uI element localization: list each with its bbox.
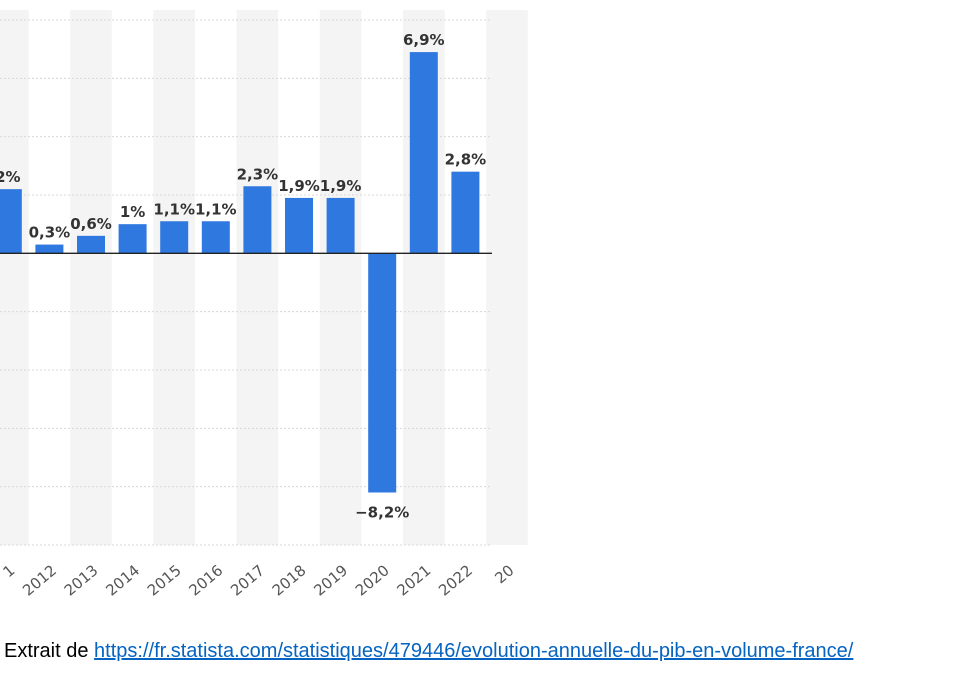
data-label-2014: 1%: [120, 203, 145, 221]
tick-label-2018: 2018: [269, 561, 310, 599]
bar-2014: [118, 224, 147, 254]
band-2011: [0, 10, 29, 545]
band-2023: [486, 10, 528, 545]
category-bands: [0, 10, 528, 545]
band-2017: [236, 10, 279, 545]
data-label-2021: 6,9%: [403, 31, 445, 49]
bar-2015: [160, 221, 189, 254]
data-label-2019: 1,9%: [320, 177, 362, 195]
bar-2019: [326, 197, 355, 254]
data-label-2017: 2,3%: [237, 165, 279, 183]
bar-2020: [368, 253, 397, 493]
bar-2018: [285, 197, 313, 254]
band-2013: [70, 10, 112, 545]
bar-2017: [243, 186, 272, 254]
data-label-2016: 1,1%: [195, 200, 237, 218]
tick-label-2021: 2021: [394, 561, 435, 599]
bar-2021: [409, 52, 438, 254]
source-link[interactable]: https://fr.statista.com/statistiques/479…: [94, 640, 854, 662]
tick-label-2011: 1: [0, 561, 18, 581]
tick-label-2020: 2020: [352, 561, 393, 599]
band-2019: [319, 10, 362, 545]
tick-label-2017: 2017: [227, 561, 268, 599]
bar-2012: [35, 244, 64, 254]
source-caption: Extrait de https://fr.statista.com/stati…: [4, 640, 853, 663]
bar-2011: [0, 189, 22, 254]
data-label-2013: 0,6%: [70, 215, 112, 233]
data-label-2011: 2%: [0, 168, 21, 186]
data-label-2015: 1,1%: [153, 200, 195, 218]
bars: [0, 52, 480, 493]
data-label-2012: 0,3%: [29, 224, 71, 242]
gdp-bar-chart: 2%0,3% 0,6%1% 1,1% 1,1%2,3%1,9% 1,9%−8,2%6,9…: [0, 10, 528, 600]
data-label-2022: 2,8%: [445, 151, 487, 169]
data-label-2018: 1,9%: [278, 177, 320, 195]
tick-label-2022: 2022: [435, 561, 476, 599]
band-2015: [153, 10, 195, 545]
bar-2013: [77, 235, 105, 254]
tick-label-2014: 2014: [102, 561, 143, 599]
tick-label-2012: 2012: [19, 561, 60, 599]
bar-2022: [451, 171, 480, 254]
data-label-2020: −8,2%: [355, 504, 409, 522]
data-labels: 2%0,3% 0,6%1% 1,1% 1,1%2,3%1,9% 1,9%−8,2%6,9…: [0, 31, 486, 521]
tick-label-2023: 20: [491, 561, 517, 587]
caption-prefix: Extrait de: [4, 640, 95, 662]
tick-label-2016: 2016: [186, 561, 227, 599]
bar-2016: [201, 221, 230, 254]
x-axis-tick-labels: 1 2012 2013 2014 2015 2016 2017 2018 2019 2020 202…: [0, 561, 518, 599]
tick-label-2013: 2013: [61, 561, 102, 599]
tick-label-2019: 2019: [310, 561, 351, 599]
tick-label-2015: 2015: [144, 561, 185, 599]
